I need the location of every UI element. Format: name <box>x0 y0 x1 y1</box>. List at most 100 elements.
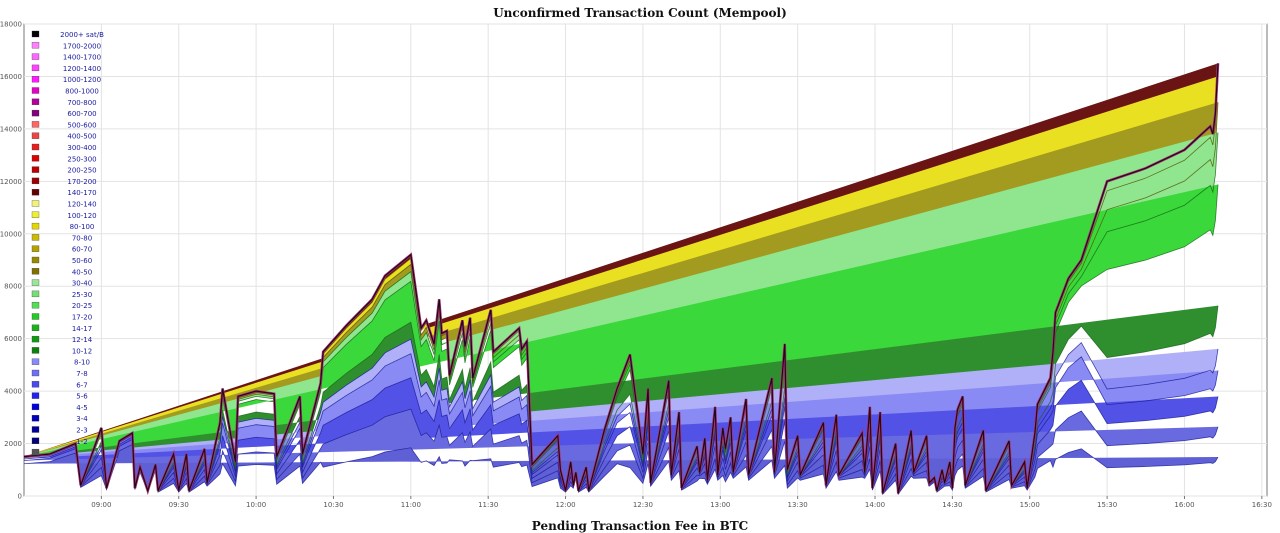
legend-swatch <box>31 132 40 139</box>
legend-label: 140-170 <box>67 189 96 197</box>
x-tick-label: 14:30 <box>942 501 962 509</box>
legend-swatch <box>31 53 40 60</box>
legend-swatch <box>31 166 40 173</box>
x-tick-label: 10:00 <box>246 501 266 509</box>
x-tick-label: 10:30 <box>323 501 343 509</box>
legend-swatch <box>31 437 40 444</box>
legend-swatch <box>31 324 40 331</box>
band-boundary <box>23 408 1219 496</box>
legend-label: 200-250 <box>67 167 96 175</box>
x-tick-label: 15:30 <box>1097 501 1117 509</box>
x-tick-label: 12:30 <box>633 501 653 509</box>
legend-label: 250-300 <box>67 155 96 163</box>
legend-label: 70-80 <box>72 234 92 242</box>
legend-label: 4-5 <box>76 404 87 412</box>
y-tick-label: 12000 <box>0 178 22 186</box>
legend-swatch <box>31 177 40 185</box>
y-tick-label: 4000 <box>4 388 22 396</box>
legend-swatch <box>31 222 40 230</box>
legend-label: 1-2 <box>76 438 87 446</box>
legend-label: 50-60 <box>72 257 92 265</box>
legend-label: 17-20 <box>72 314 92 322</box>
legend-label: 120-140 <box>67 201 96 209</box>
legend-label: 40-50 <box>72 268 92 276</box>
y-tick-label: 18000 <box>0 21 22 29</box>
legend-label: 2-3 <box>76 427 87 435</box>
x-tick-label: 12:00 <box>555 501 575 509</box>
legend-swatch <box>31 211 40 218</box>
legend-label: 10-12 <box>72 347 92 355</box>
legend-label: 25-30 <box>72 291 92 299</box>
legend-label: 600-700 <box>67 110 96 118</box>
legend-swatch <box>31 109 40 117</box>
y-tick-label: 0 <box>18 493 22 501</box>
legend-swatch <box>31 268 40 275</box>
legend-swatch <box>31 290 40 298</box>
legend-swatch <box>31 64 40 72</box>
legend-swatch <box>31 155 40 162</box>
legend: 2000+ sat/B 1700-2000 1400-1700 1200-1400 10… <box>31 30 104 456</box>
legend-label: 300-400 <box>67 144 96 152</box>
legend-swatch <box>31 256 40 264</box>
legend-swatch <box>31 42 40 49</box>
legend-label: 5-6 <box>76 393 88 401</box>
y-tick-label: 10000 <box>0 230 22 238</box>
legend-label: 100-120 <box>67 212 96 220</box>
band-boundary <box>23 443 1219 496</box>
legend-swatch <box>31 143 40 151</box>
legend-label: 800-1000 <box>65 88 99 96</box>
y-tick-label: 14000 <box>0 125 22 133</box>
legend-swatch <box>31 335 40 343</box>
legend-label: 30-40 <box>72 280 92 288</box>
legend-swatch <box>31 415 40 422</box>
legend-swatch <box>31 200 40 207</box>
legend-label: 12-14 <box>72 336 93 344</box>
legend-label: 8-10 <box>74 359 90 367</box>
legend-swatch <box>31 87 40 94</box>
total-outline <box>23 63 1219 494</box>
legend-label: 170-200 <box>67 178 96 186</box>
legend-swatch <box>31 30 40 38</box>
legend-label: 1000-1200 <box>63 76 101 84</box>
y-tick-label: 2000 <box>4 440 22 448</box>
legend-label: 3-4 <box>76 415 88 423</box>
legend-swatch <box>31 426 40 433</box>
x-tick-label: 11:00 <box>401 501 421 509</box>
y-tick-label: 6000 <box>4 335 22 343</box>
legend-swatch <box>31 313 40 320</box>
x-tick-label: 13:00 <box>710 501 730 509</box>
legend-label: 500-600 <box>67 121 96 129</box>
legend-swatch <box>31 403 40 411</box>
legend-label: 1400-1700 <box>63 54 101 62</box>
legend-label: 6-7 <box>76 381 87 389</box>
legend-label: 14-17 <box>72 325 92 333</box>
legend-swatch <box>31 448 40 456</box>
legend-swatch <box>31 121 40 128</box>
x-tick-label: 09:30 <box>169 501 189 509</box>
x-tick-label: 11:30 <box>478 501 498 509</box>
legend-label: 700-800 <box>67 99 96 107</box>
legend-label: 80-100 <box>70 223 95 231</box>
legend-swatch <box>31 381 40 388</box>
x-tick-label: 13:30 <box>788 501 808 509</box>
area-bands <box>23 63 1220 496</box>
legend-label: 1700-2000 <box>63 42 101 50</box>
mempool-area-chart: 0 2000 4000 6000 8000 10000 12000 14000 16000 180… <box>0 21 1272 510</box>
legend-swatch <box>31 245 40 252</box>
legend-swatch <box>31 392 40 399</box>
legend-swatch <box>31 279 40 286</box>
legend-label: 400-500 <box>67 133 96 141</box>
x-tick-label: 14:00 <box>865 501 885 509</box>
legend-swatch <box>31 234 40 241</box>
x-tick-label: 09:00 <box>91 501 111 509</box>
x-tick-label: 15:00 <box>1020 501 1040 509</box>
axis-ticks: 0 2000 4000 6000 8000 10000 12000 14000 16000 180… <box>0 21 1272 510</box>
legend-swatch <box>31 76 40 83</box>
legend-swatch <box>31 347 40 354</box>
legend-swatch <box>31 189 40 196</box>
legend-swatch <box>31 98 40 105</box>
legend-swatch <box>31 358 40 365</box>
next-chart-title: Pending Transaction Fee in BTC <box>531 519 749 533</box>
legend-swatch <box>31 369 40 377</box>
x-tick-label: 16:00 <box>1174 501 1194 509</box>
